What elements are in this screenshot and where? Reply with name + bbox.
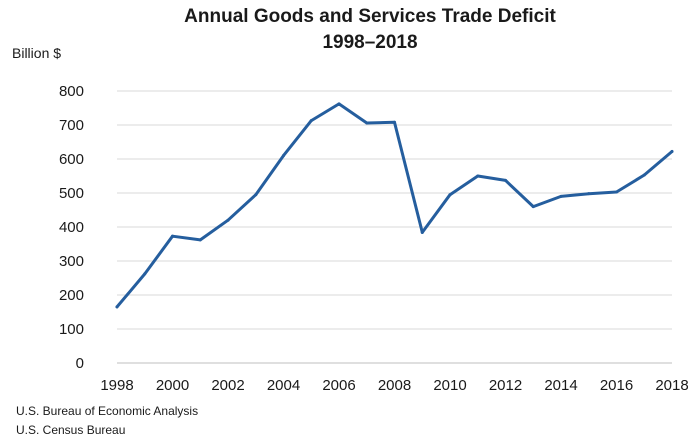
data-point: [615, 190, 618, 194]
data-point: [531, 205, 535, 209]
data-point: [254, 193, 258, 197]
data-point: [448, 193, 452, 197]
x-tick-label: 2000: [156, 377, 189, 394]
data-point: [504, 178, 507, 182]
y-tick-label: 0: [76, 355, 84, 372]
y-tick-label: 100: [59, 321, 84, 338]
data-point: [226, 218, 230, 222]
data-point: [198, 238, 202, 242]
data-point: [670, 150, 674, 154]
x-tick-label: 2008: [378, 377, 411, 394]
y-tick-label: 600: [59, 151, 84, 168]
data-point: [115, 305, 119, 309]
data-point: [171, 234, 174, 238]
y-tick-label: 500: [59, 185, 84, 202]
x-tick-labels: 1998 2000 2002 2004 2006 2008 2010 2012 2014 2016…: [100, 377, 688, 394]
series-line: [115, 102, 674, 309]
x-tick-label: 2006: [322, 377, 355, 394]
chart-subtitle: 1998–2018: [322, 32, 417, 53]
y-tick-label: 400: [59, 219, 84, 236]
x-tick-label: 2018: [655, 377, 688, 394]
x-tick-label: 2012: [489, 377, 522, 394]
data-point: [559, 194, 563, 198]
data-point: [476, 174, 480, 178]
data-point: [365, 121, 369, 125]
data-point: [642, 173, 646, 177]
data-point: [420, 230, 424, 234]
data-point: [337, 102, 341, 106]
y-tick-label: 800: [59, 83, 84, 100]
data-point: [587, 192, 591, 196]
data-point: [309, 119, 313, 123]
y-axis-label: Billion $: [12, 45, 61, 61]
chart-title: Annual Goods and Services Trade Deficit: [184, 6, 556, 27]
x-tick-label: 2014: [544, 377, 577, 394]
x-tick-label: 2010: [433, 377, 466, 394]
y-tick-label: 300: [59, 253, 84, 270]
x-tick-label: 2004: [267, 377, 300, 394]
y-tick-label: 700: [59, 117, 84, 134]
y-tick-label: 200: [59, 287, 84, 304]
gridlines: [117, 90, 672, 364]
source-line-2: U.S. Census Bureau: [16, 423, 125, 437]
x-tick-label: 2002: [211, 377, 244, 394]
data-point: [143, 272, 147, 276]
x-tick-label: 1998: [100, 377, 133, 394]
source-line-1: U.S. Bureau of Economic Analysis: [16, 404, 198, 418]
series-layer: [115, 102, 674, 309]
data-point: [393, 120, 396, 124]
x-tick-label: 2016: [600, 377, 633, 394]
data-point: [282, 154, 285, 158]
y-tick-labels: 0 100 200 300 400 500 600 700 800: [59, 83, 84, 372]
